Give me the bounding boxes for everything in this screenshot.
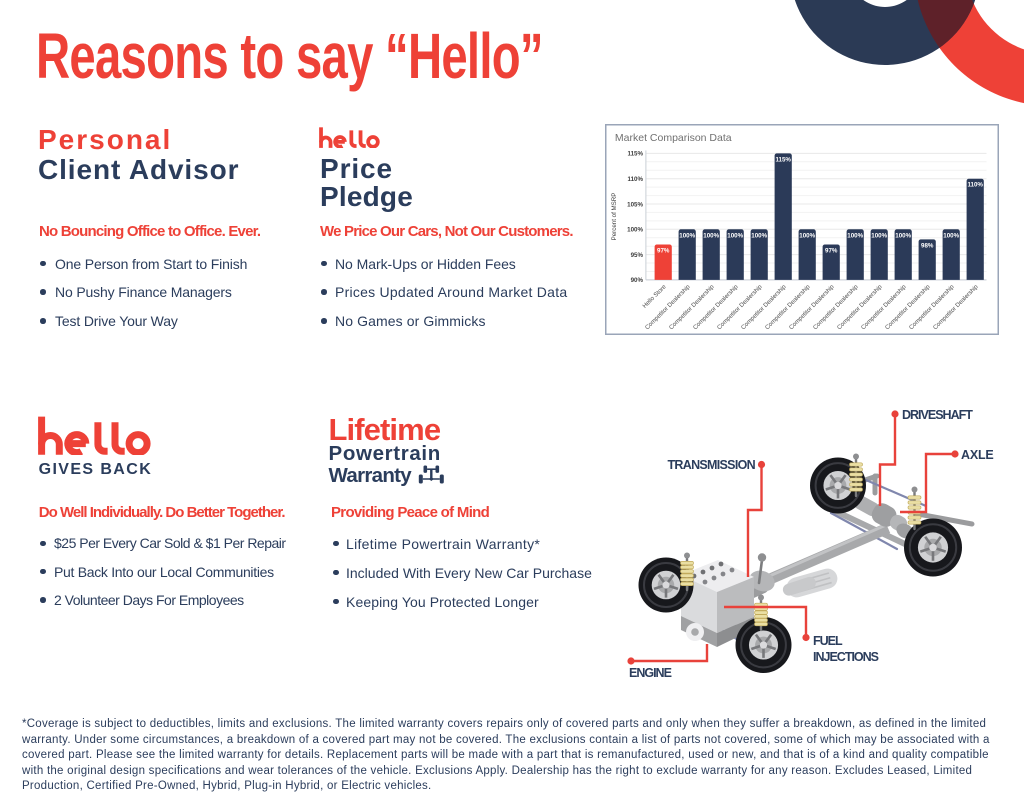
svg-text:100%: 100%: [627, 226, 643, 233]
svg-text:115%: 115%: [775, 156, 791, 163]
svg-text:100%: 100%: [871, 232, 887, 239]
svg-text:100%: 100%: [679, 232, 695, 239]
svg-text:100%: 100%: [799, 232, 815, 239]
svg-text:Market Comparison Data: Market Comparison Data: [615, 131, 732, 143]
svg-text:100%: 100%: [847, 232, 863, 239]
svg-text:97%: 97%: [657, 247, 670, 254]
svg-text:100%: 100%: [895, 232, 911, 239]
svg-text:110%: 110%: [967, 181, 983, 188]
svg-text:Percent of MSRP: Percent of MSRP: [611, 192, 618, 240]
svg-text:100%: 100%: [751, 232, 767, 239]
svg-text:100%: 100%: [727, 232, 743, 239]
svg-text:95%: 95%: [631, 251, 644, 258]
svg-text:90%: 90%: [631, 277, 644, 284]
svg-text:100%: 100%: [943, 232, 959, 239]
svg-text:105%: 105%: [627, 201, 643, 208]
svg-text:110%: 110%: [627, 176, 643, 183]
svg-text:100%: 100%: [703, 232, 719, 239]
svg-text:97%: 97%: [825, 247, 838, 254]
svg-text:115%: 115%: [627, 150, 643, 157]
svg-text:98%: 98%: [921, 242, 934, 249]
